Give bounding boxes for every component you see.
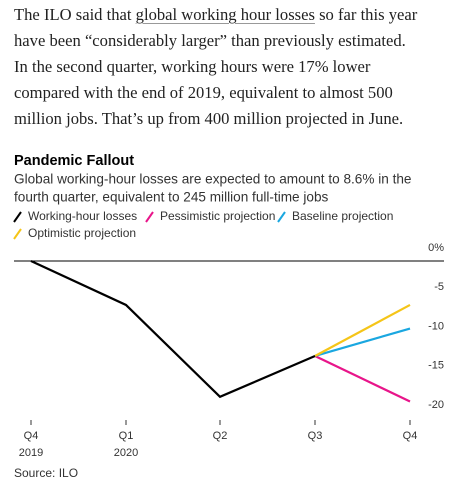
text-line: compared with the end of 2019, equivalen…	[14, 83, 393, 102]
text-line: The ILO said that global working hour lo…	[14, 2, 417, 28]
text: The ILO said that	[14, 5, 136, 24]
y-tick-label: -10	[428, 320, 444, 332]
link-text: global working hour losses	[135, 5, 315, 24]
series-line	[314, 327, 411, 358]
legend-swatch	[13, 228, 22, 240]
x-tick-label: Q3	[308, 430, 323, 442]
chart-subtitle: fourth quarter, equivalent to 245 millio…	[14, 190, 329, 205]
legend-label: Pessimistic projection	[160, 209, 275, 223]
x-tick-label: Q2	[213, 430, 228, 442]
chart-subtitle: Global working-hour losses are expected …	[14, 172, 411, 187]
y-tick-label: -20	[428, 399, 444, 411]
text-line: have been “considerably larger” than pre…	[14, 31, 406, 50]
series-line	[314, 303, 411, 357]
x-tick-label: 2019	[19, 447, 43, 459]
y-tick-label: -15	[428, 360, 444, 372]
y-tick-label: -5	[434, 281, 444, 293]
source: Source: ILO	[14, 466, 78, 480]
legend-swatch	[13, 211, 22, 223]
x-tick-label: Q4	[403, 430, 418, 442]
chart-title: Pandemic Fallout	[14, 153, 134, 169]
series-line	[30, 260, 316, 399]
legend-swatch	[277, 211, 286, 223]
legend-label: Baseline projection	[292, 209, 393, 223]
text-line: In the second quarter, working hours wer…	[14, 57, 371, 76]
legend-label: Optimistic projection	[28, 226, 136, 240]
chart: Pandemic Fallout Global working-hour los…	[13, 153, 444, 480]
text: so far this year	[314, 5, 418, 24]
x-tick-label: Q1	[119, 430, 134, 442]
legend-swatch	[145, 211, 154, 223]
y-tick-label: 0%	[428, 242, 444, 254]
x-tick-label: Q4	[24, 430, 39, 442]
legend-label: Working-hour losses	[28, 209, 137, 223]
text-line: million jobs. That’s up from 400 million…	[14, 109, 404, 128]
series-line	[314, 354, 411, 403]
x-tick-label: 2020	[114, 447, 138, 459]
article-text: The ILO said that global working hour lo…	[14, 2, 417, 132]
